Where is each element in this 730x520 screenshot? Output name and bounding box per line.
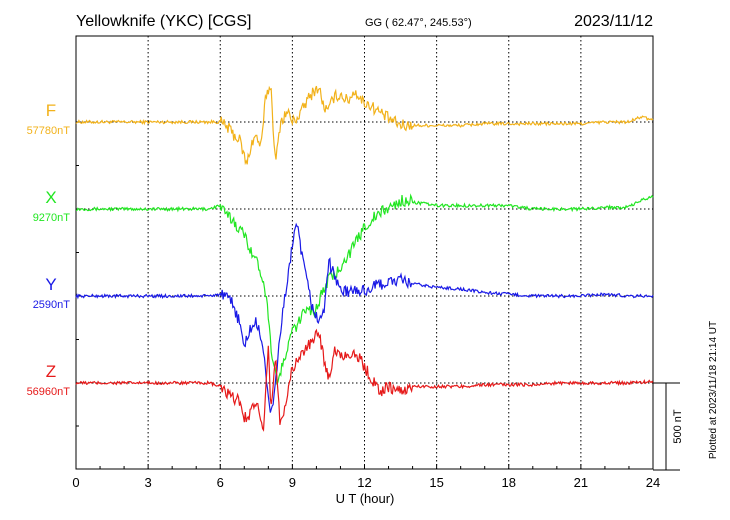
x-tick-label: 21	[574, 475, 588, 490]
x-tick-label: 24	[646, 475, 660, 490]
grid-lines	[76, 36, 653, 469]
series-line-y	[75, 222, 654, 413]
baseline-value-y: 2590nT	[33, 299, 71, 311]
plotted-timestamp: Plotted at 2023/11/18 21:14 UT	[708, 321, 719, 459]
component-label-x: X	[45, 188, 56, 207]
x-tick-label: 12	[357, 475, 371, 490]
scale-bar-label: 500 nT	[672, 409, 684, 444]
baseline-value-f: 57780nT	[27, 125, 71, 137]
x-tick-label: 0	[72, 475, 79, 490]
scale-bar: 500 nT	[653, 382, 684, 471]
station-coordinates: GG ( 62.47°, 245.53°)	[365, 17, 472, 29]
baseline-value-x: 9270nT	[33, 212, 71, 224]
series-line-z	[75, 328, 654, 432]
x-tick-label: 3	[145, 475, 152, 490]
x-axis: 0 3 6 9 12 15 18 21 24	[72, 121, 660, 490]
x-tick-label: 15	[429, 475, 443, 490]
baseline-value-z: 56960nT	[27, 386, 71, 398]
x-tick-label: 6	[217, 475, 224, 490]
station-title: Yellowknife (YKC) [CGS]	[76, 13, 251, 30]
series-traces	[75, 85, 654, 432]
component-label-f: F	[46, 101, 56, 120]
chart-date: 2023/11/12	[574, 13, 653, 30]
component-label-z: Z	[46, 362, 56, 381]
component-labels: F 57780nT X 9270nT Y 2590nT Z 56960nT	[27, 101, 71, 398]
series-line-x	[75, 193, 654, 385]
x-tick-label: 18	[502, 475, 516, 490]
component-label-y: Y	[45, 275, 56, 294]
x-tick-label: 9	[289, 475, 296, 490]
series-line-f	[75, 85, 654, 166]
x-axis-title: U T (hour)	[336, 491, 395, 506]
